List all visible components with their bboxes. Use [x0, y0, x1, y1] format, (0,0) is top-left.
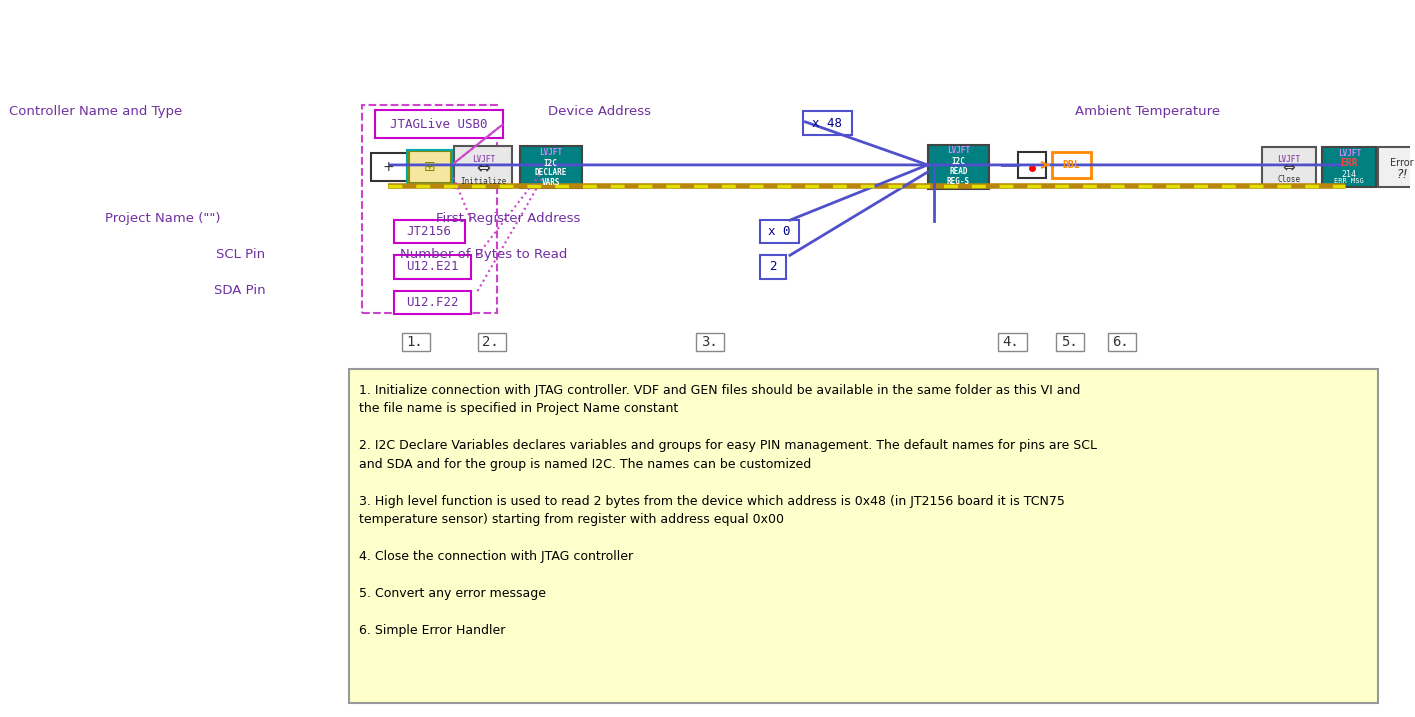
FancyBboxPatch shape	[999, 333, 1026, 351]
Text: Error: Error	[1391, 158, 1414, 168]
Text: ⇔: ⇔	[1282, 161, 1295, 176]
FancyBboxPatch shape	[1378, 147, 1415, 187]
Text: LVJFT: LVJFT	[471, 156, 495, 164]
FancyBboxPatch shape	[1017, 152, 1046, 178]
Text: Close: Close	[1278, 176, 1300, 184]
FancyBboxPatch shape	[402, 333, 430, 351]
Text: 1.: 1.	[406, 335, 423, 349]
FancyBboxPatch shape	[760, 219, 799, 243]
FancyBboxPatch shape	[928, 145, 989, 189]
FancyBboxPatch shape	[519, 146, 582, 188]
Text: I2C: I2C	[951, 157, 965, 166]
Text: Number of Bytes to Read: Number of Bytes to Read	[400, 248, 567, 261]
Text: 2: 2	[770, 260, 777, 273]
Text: U12.E21: U12.E21	[406, 260, 458, 273]
Text: REG-S: REG-S	[947, 177, 971, 186]
FancyBboxPatch shape	[454, 146, 512, 188]
FancyBboxPatch shape	[393, 219, 464, 243]
FancyBboxPatch shape	[393, 291, 471, 314]
Text: 5.: 5.	[1061, 335, 1077, 349]
Text: Device Address: Device Address	[548, 105, 651, 118]
FancyBboxPatch shape	[1323, 147, 1377, 187]
Text: U12.F22: U12.F22	[406, 296, 458, 309]
Text: VARS: VARS	[542, 178, 560, 186]
FancyBboxPatch shape	[1262, 147, 1316, 187]
FancyBboxPatch shape	[393, 255, 471, 278]
Text: ⇔: ⇔	[477, 159, 490, 178]
FancyBboxPatch shape	[137, 22, 1397, 380]
Text: 6.: 6.	[1112, 335, 1129, 349]
Text: Initialize: Initialize	[460, 177, 507, 186]
Text: READ: READ	[949, 167, 968, 176]
Text: JT2156: JT2156	[406, 225, 451, 238]
FancyBboxPatch shape	[375, 110, 504, 138]
Text: ⊞: ⊞	[424, 160, 436, 174]
FancyBboxPatch shape	[409, 151, 450, 183]
FancyBboxPatch shape	[477, 333, 505, 351]
Text: JTAGLive USB0: JTAGLive USB0	[391, 118, 488, 130]
Text: LVJFT: LVJFT	[947, 146, 971, 155]
Text: +: +	[383, 160, 395, 174]
FancyBboxPatch shape	[1053, 152, 1091, 178]
Text: SDA Pin: SDA Pin	[214, 284, 266, 297]
Text: 2.: 2.	[483, 335, 498, 349]
Text: Controller Name and Type: Controller Name and Type	[8, 105, 181, 118]
FancyBboxPatch shape	[1108, 333, 1136, 351]
FancyBboxPatch shape	[350, 369, 1378, 703]
Text: ERR MSG: ERR MSG	[1334, 179, 1364, 184]
Text: ERR: ERR	[1340, 158, 1358, 168]
Text: 4.: 4.	[1003, 335, 1020, 349]
Text: 3.: 3.	[700, 335, 717, 349]
Text: First Register Address: First Register Address	[436, 212, 580, 225]
Text: ?!: ?!	[1397, 168, 1408, 181]
FancyBboxPatch shape	[696, 333, 724, 351]
FancyBboxPatch shape	[371, 153, 406, 181]
FancyBboxPatch shape	[1056, 333, 1084, 351]
Text: x 0: x 0	[768, 225, 791, 238]
Text: Ambient Temperature: Ambient Temperature	[1075, 105, 1221, 118]
Text: 1. Initialize connection with JTAG controller. VDF and GEN files should be avail: 1. Initialize connection with JTAG contr…	[359, 384, 1097, 637]
Text: LVJFT: LVJFT	[1278, 156, 1300, 164]
Text: I2C: I2C	[543, 159, 558, 168]
Text: DECLARE: DECLARE	[535, 168, 567, 177]
FancyBboxPatch shape	[760, 255, 787, 278]
FancyBboxPatch shape	[802, 111, 852, 135]
Text: x 48: x 48	[812, 117, 842, 130]
Text: SCL Pin: SCL Pin	[216, 248, 266, 261]
Text: LVJFT: LVJFT	[539, 148, 562, 156]
Text: Project Name (""): Project Name ("")	[105, 212, 221, 225]
Text: 214: 214	[1341, 170, 1357, 179]
Text: DBL: DBL	[1063, 160, 1081, 170]
Text: LVJFT: LVJFT	[1337, 148, 1361, 158]
